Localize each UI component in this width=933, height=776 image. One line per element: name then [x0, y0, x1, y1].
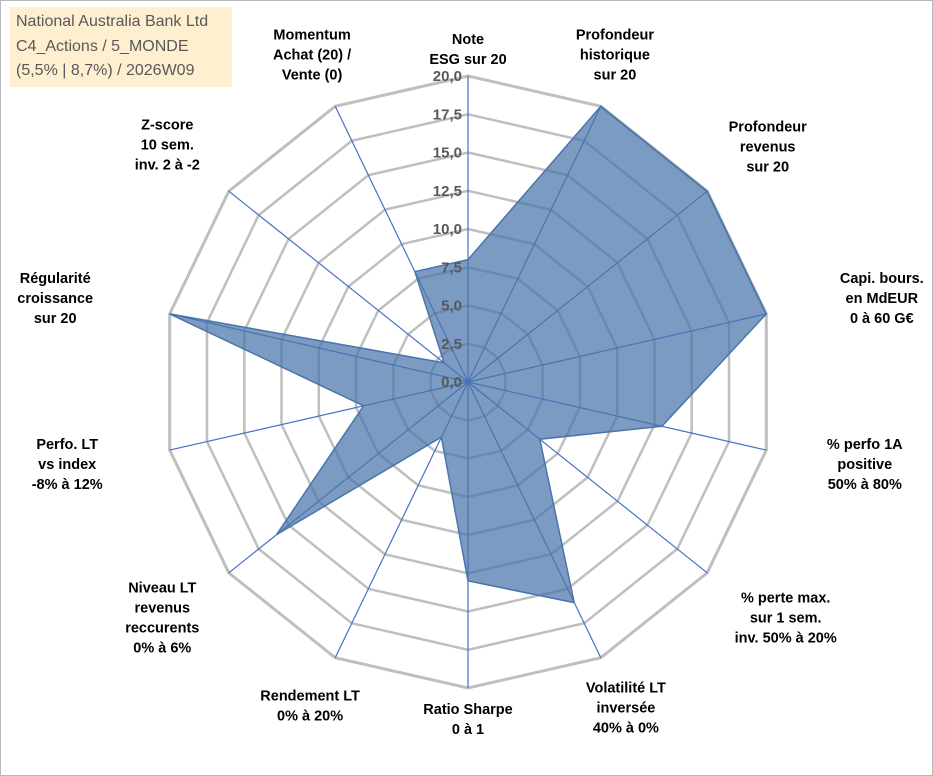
axis-label-2-line-0: Profondeur	[729, 120, 807, 136]
chart-title-line-2: C4_Actions / 5_MONDE	[16, 37, 189, 55]
axis-label-9-line-0: Niveau LT	[128, 580, 196, 596]
tick-label-7: 17,5	[433, 106, 462, 123]
tick-label-5: 12,5	[433, 183, 462, 200]
axis-label-10-line-2: -8% à 12%	[32, 477, 103, 493]
spoke-12	[228, 190, 469, 383]
axis-label-9-line-2: reccurents	[125, 620, 199, 636]
axis-label-12-line-2: inv. 2 à -2	[135, 158, 200, 174]
axis-label-9-line-3: 0% à 6%	[133, 640, 191, 656]
axis-label-2: Profondeur revenus sur 20	[729, 120, 807, 176]
axis-label-5-line-1: sur 1 sem.	[750, 610, 822, 626]
axis-label-4-line-0: % perfo 1A	[827, 437, 903, 453]
axis-label-6-line-1: inversée	[596, 700, 655, 716]
axis-label-2-line-1: revenus	[740, 140, 796, 156]
tick-label-2: 5,0	[441, 298, 462, 315]
axis-label-12-line-0: Z-score	[141, 118, 193, 134]
axis-label-7-line-1: 0 à 1	[452, 722, 484, 738]
axis-label-12: Z-score 10 sem. inv. 2 à -2	[135, 118, 200, 174]
axis-label-3-line-0: Capi. bours.	[840, 271, 924, 287]
axis-label-8-line-1: 0% à 20%	[277, 708, 343, 724]
axis-label-7-line-0: Ratio Sharpe	[423, 702, 512, 718]
axis-label-1-line-1: historique	[580, 48, 650, 64]
axis-label-10-line-1: vs index	[38, 457, 96, 473]
axis-label-10-line-0: Perfo. LT	[36, 437, 98, 453]
axis-label-4-line-2: 50% à 80%	[828, 477, 902, 493]
axis-label-3-line-1: en MdEUR	[846, 291, 919, 307]
axis-label-11: Régularité croissance sur 20	[17, 271, 93, 327]
axis-label-7: Ratio Sharpe 0 à 1	[423, 702, 512, 738]
axis-label-9: Niveau LT revenus reccurents 0% à 6%	[125, 580, 199, 656]
axis-label-11-line-1: croissance	[17, 291, 93, 307]
axis-label-8: Rendement LT 0% à 20%	[260, 688, 360, 724]
axis-label-0: Note ESG sur 20	[429, 32, 506, 68]
axis-label-3-line-2: 0 à 60 G€	[850, 311, 914, 327]
tick-label-1: 2,5	[441, 336, 462, 353]
axis-label-3: Capi. bours. en MdEUR 0 à 60 G€	[840, 271, 924, 327]
axis-label-4: % perfo 1A positive 50% à 80%	[827, 437, 903, 493]
axis-label-4-line-1: positive	[837, 457, 892, 473]
axis-label-6: Volatilité LT inversée 40% à 0%	[586, 680, 666, 736]
axis-label-10: Perfo. LT vs index -8% à 12%	[32, 437, 103, 493]
axis-label-5: % perte max. sur 1 sem. inv. 50% à 20%	[735, 590, 837, 646]
axis-label-2-line-2: sur 20	[746, 160, 789, 176]
axis-label-1-line-2: sur 20	[594, 68, 637, 84]
axis-label-1: Profondeur historique sur 20	[576, 28, 654, 84]
axis-label-6-line-0: Volatilité LT	[586, 680, 666, 696]
axis-label-0-line-0: Note	[452, 32, 484, 48]
axis-label-12-line-1: 10 sem.	[141, 138, 194, 154]
series-layer	[169, 105, 768, 604]
tick-label-3: 7,5	[441, 259, 462, 276]
axis-label-13-line-2: Vente (0)	[282, 68, 343, 84]
chart-title-line-1: National Australia Bank Ltd	[16, 13, 209, 30]
tick-label-6: 15,0	[433, 145, 462, 162]
axis-label-9-line-1: revenus	[134, 600, 190, 616]
axis-label-11-line-0: Régularité	[20, 271, 91, 287]
axis-label-layer: Note ESG sur 20 Profondeur historique sur 20…	[17, 28, 923, 738]
chart-title-box: National Australia Bank Ltd C4_Actions /…	[10, 7, 232, 87]
tick-label-layer: 0,0 2,5 5,0 7,5 10,0 12,5 15,0 17,5 20,0	[433, 68, 462, 391]
tick-label-8: 20,0	[433, 68, 462, 85]
axis-label-13-line-1: Achat (20) /	[273, 48, 351, 64]
tick-label-0: 0,0	[441, 374, 462, 391]
axis-label-5-line-2: inv. 50% à 20%	[735, 630, 837, 646]
axis-label-13: Momentum Achat (20) / Vente (0)	[273, 28, 351, 84]
chart-title-line-3: (5,5% | 8,7%) / 2026W09	[16, 62, 195, 79]
tick-label-4: 10,0	[433, 221, 462, 238]
axis-label-1-line-0: Profondeur	[576, 28, 654, 44]
axis-label-0-line-1: ESG sur 20	[429, 52, 506, 68]
axis-label-5-line-0: % perte max.	[741, 590, 830, 606]
axis-label-6-line-2: 40% à 0%	[593, 720, 659, 736]
axis-label-8-line-0: Rendement LT	[260, 688, 360, 704]
axis-label-13-line-0: Momentum	[273, 28, 350, 44]
axis-label-11-line-2: sur 20	[34, 311, 77, 327]
